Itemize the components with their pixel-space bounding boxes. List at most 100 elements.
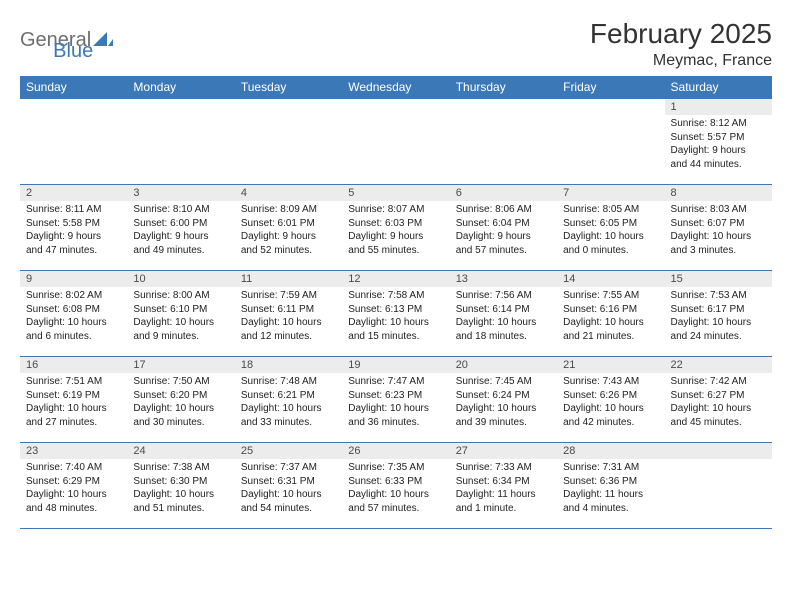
day-day2: and 0 minutes. <box>563 244 658 258</box>
day-sunset: Sunset: 6:27 PM <box>671 389 766 403</box>
day-number: 15 <box>665 271 772 287</box>
calendar-day-cell <box>342 99 449 185</box>
day-day1: Daylight: 10 hours <box>348 316 443 330</box>
day-details: Sunrise: 7:53 AMSunset: 6:17 PMDaylight:… <box>665 287 772 347</box>
day-day1: Daylight: 10 hours <box>241 316 336 330</box>
calendar-day-cell: 8Sunrise: 8:03 AMSunset: 6:07 PMDaylight… <box>665 185 772 271</box>
day-details: Sunrise: 7:51 AMSunset: 6:19 PMDaylight:… <box>20 373 127 433</box>
calendar-day-cell: 18Sunrise: 7:48 AMSunset: 6:21 PMDayligh… <box>235 357 342 443</box>
day-number: 20 <box>450 357 557 373</box>
day-sunrise: Sunrise: 7:51 AM <box>26 375 121 389</box>
day-number: 1 <box>665 99 772 115</box>
day-sunset: Sunset: 6:20 PM <box>133 389 228 403</box>
day-sunrise: Sunrise: 7:33 AM <box>456 461 551 475</box>
day-number: 25 <box>235 443 342 459</box>
calendar-page: General Blue February 2025 Meymac, Franc… <box>0 0 792 529</box>
calendar-day-cell: 7Sunrise: 8:05 AMSunset: 6:05 PMDaylight… <box>557 185 664 271</box>
day-sunset: Sunset: 6:01 PM <box>241 217 336 231</box>
day-day1: Daylight: 10 hours <box>26 402 121 416</box>
calendar-week-row: 9Sunrise: 8:02 AMSunset: 6:08 PMDaylight… <box>20 271 772 357</box>
day-day1: Daylight: 9 hours <box>241 230 336 244</box>
day-number: 26 <box>342 443 449 459</box>
day-day2: and 33 minutes. <box>241 416 336 430</box>
day-day1: Daylight: 9 hours <box>26 230 121 244</box>
day-details: Sunrise: 7:42 AMSunset: 6:27 PMDaylight:… <box>665 373 772 433</box>
day-day1: Daylight: 10 hours <box>563 402 658 416</box>
day-day1: Daylight: 10 hours <box>671 230 766 244</box>
weekday-monday: Monday <box>127 76 234 99</box>
day-sunset: Sunset: 6:13 PM <box>348 303 443 317</box>
day-number: 10 <box>127 271 234 287</box>
day-day1: Daylight: 10 hours <box>26 316 121 330</box>
day-sunset: Sunset: 5:57 PM <box>671 131 766 145</box>
calendar-day-cell: 20Sunrise: 7:45 AMSunset: 6:24 PMDayligh… <box>450 357 557 443</box>
day-number-empty <box>342 99 449 115</box>
day-number: 4 <box>235 185 342 201</box>
day-sunset: Sunset: 6:11 PM <box>241 303 336 317</box>
calendar-day-cell: 1Sunrise: 8:12 AMSunset: 5:57 PMDaylight… <box>665 99 772 185</box>
day-sunrise: Sunrise: 7:35 AM <box>348 461 443 475</box>
calendar-day-cell: 24Sunrise: 7:38 AMSunset: 6:30 PMDayligh… <box>127 443 234 529</box>
day-sunrise: Sunrise: 7:43 AM <box>563 375 658 389</box>
day-sunset: Sunset: 6:17 PM <box>671 303 766 317</box>
calendar-day-cell: 26Sunrise: 7:35 AMSunset: 6:33 PMDayligh… <box>342 443 449 529</box>
day-day1: Daylight: 9 hours <box>456 230 551 244</box>
day-number: 6 <box>450 185 557 201</box>
day-number: 12 <box>342 271 449 287</box>
day-details: Sunrise: 8:12 AMSunset: 5:57 PMDaylight:… <box>665 115 772 175</box>
weekday-wednesday: Wednesday <box>342 76 449 99</box>
day-sunset: Sunset: 6:34 PM <box>456 475 551 489</box>
day-day2: and 57 minutes. <box>456 244 551 258</box>
day-sunrise: Sunrise: 8:09 AM <box>241 203 336 217</box>
day-sunrise: Sunrise: 7:40 AM <box>26 461 121 475</box>
day-day2: and 48 minutes. <box>26 502 121 516</box>
day-day2: and 15 minutes. <box>348 330 443 344</box>
calendar-day-cell <box>450 99 557 185</box>
weekday-tuesday: Tuesday <box>235 76 342 99</box>
day-day1: Daylight: 10 hours <box>133 316 228 330</box>
calendar-day-cell: 15Sunrise: 7:53 AMSunset: 6:17 PMDayligh… <box>665 271 772 357</box>
calendar-day-cell: 12Sunrise: 7:58 AMSunset: 6:13 PMDayligh… <box>342 271 449 357</box>
day-day2: and 45 minutes. <box>671 416 766 430</box>
day-day2: and 51 minutes. <box>133 502 228 516</box>
day-number: 5 <box>342 185 449 201</box>
day-sunrise: Sunrise: 7:47 AM <box>348 375 443 389</box>
day-details: Sunrise: 7:40 AMSunset: 6:29 PMDaylight:… <box>20 459 127 519</box>
calendar-day-cell: 2Sunrise: 8:11 AMSunset: 5:58 PMDaylight… <box>20 185 127 271</box>
day-day2: and 12 minutes. <box>241 330 336 344</box>
day-sunset: Sunset: 6:14 PM <box>456 303 551 317</box>
day-day1: Daylight: 10 hours <box>133 488 228 502</box>
day-day1: Daylight: 10 hours <box>456 402 551 416</box>
day-details: Sunrise: 7:47 AMSunset: 6:23 PMDaylight:… <box>342 373 449 433</box>
day-details: Sunrise: 8:10 AMSunset: 6:00 PMDaylight:… <box>127 201 234 261</box>
day-day1: Daylight: 10 hours <box>133 402 228 416</box>
day-number-empty <box>557 99 664 115</box>
day-number: 2 <box>20 185 127 201</box>
calendar-day-cell: 10Sunrise: 8:00 AMSunset: 6:10 PMDayligh… <box>127 271 234 357</box>
day-day2: and 6 minutes. <box>26 330 121 344</box>
calendar-day-cell: 6Sunrise: 8:06 AMSunset: 6:04 PMDaylight… <box>450 185 557 271</box>
day-sunset: Sunset: 6:03 PM <box>348 217 443 231</box>
day-number: 13 <box>450 271 557 287</box>
day-number: 23 <box>20 443 127 459</box>
day-number-empty <box>20 99 127 115</box>
day-details: Sunrise: 7:35 AMSunset: 6:33 PMDaylight:… <box>342 459 449 519</box>
calendar-day-cell: 16Sunrise: 7:51 AMSunset: 6:19 PMDayligh… <box>20 357 127 443</box>
day-sunset: Sunset: 6:33 PM <box>348 475 443 489</box>
day-sunrise: Sunrise: 7:55 AM <box>563 289 658 303</box>
calendar-day-cell <box>665 443 772 529</box>
calendar-week-row: 16Sunrise: 7:51 AMSunset: 6:19 PMDayligh… <box>20 357 772 443</box>
weekday-header-row: Sunday Monday Tuesday Wednesday Thursday… <box>20 76 772 99</box>
day-day1: Daylight: 10 hours <box>348 402 443 416</box>
day-sunset: Sunset: 6:24 PM <box>456 389 551 403</box>
day-sunset: Sunset: 6:08 PM <box>26 303 121 317</box>
day-sunset: Sunset: 6:07 PM <box>671 217 766 231</box>
day-sunset: Sunset: 6:04 PM <box>456 217 551 231</box>
day-details: Sunrise: 8:02 AMSunset: 6:08 PMDaylight:… <box>20 287 127 347</box>
day-number: 27 <box>450 443 557 459</box>
day-number: 21 <box>557 357 664 373</box>
location: Meymac, France <box>590 52 772 70</box>
day-number-empty <box>450 99 557 115</box>
calendar-week-row: 1Sunrise: 8:12 AMSunset: 5:57 PMDaylight… <box>20 99 772 185</box>
day-day1: Daylight: 10 hours <box>671 316 766 330</box>
